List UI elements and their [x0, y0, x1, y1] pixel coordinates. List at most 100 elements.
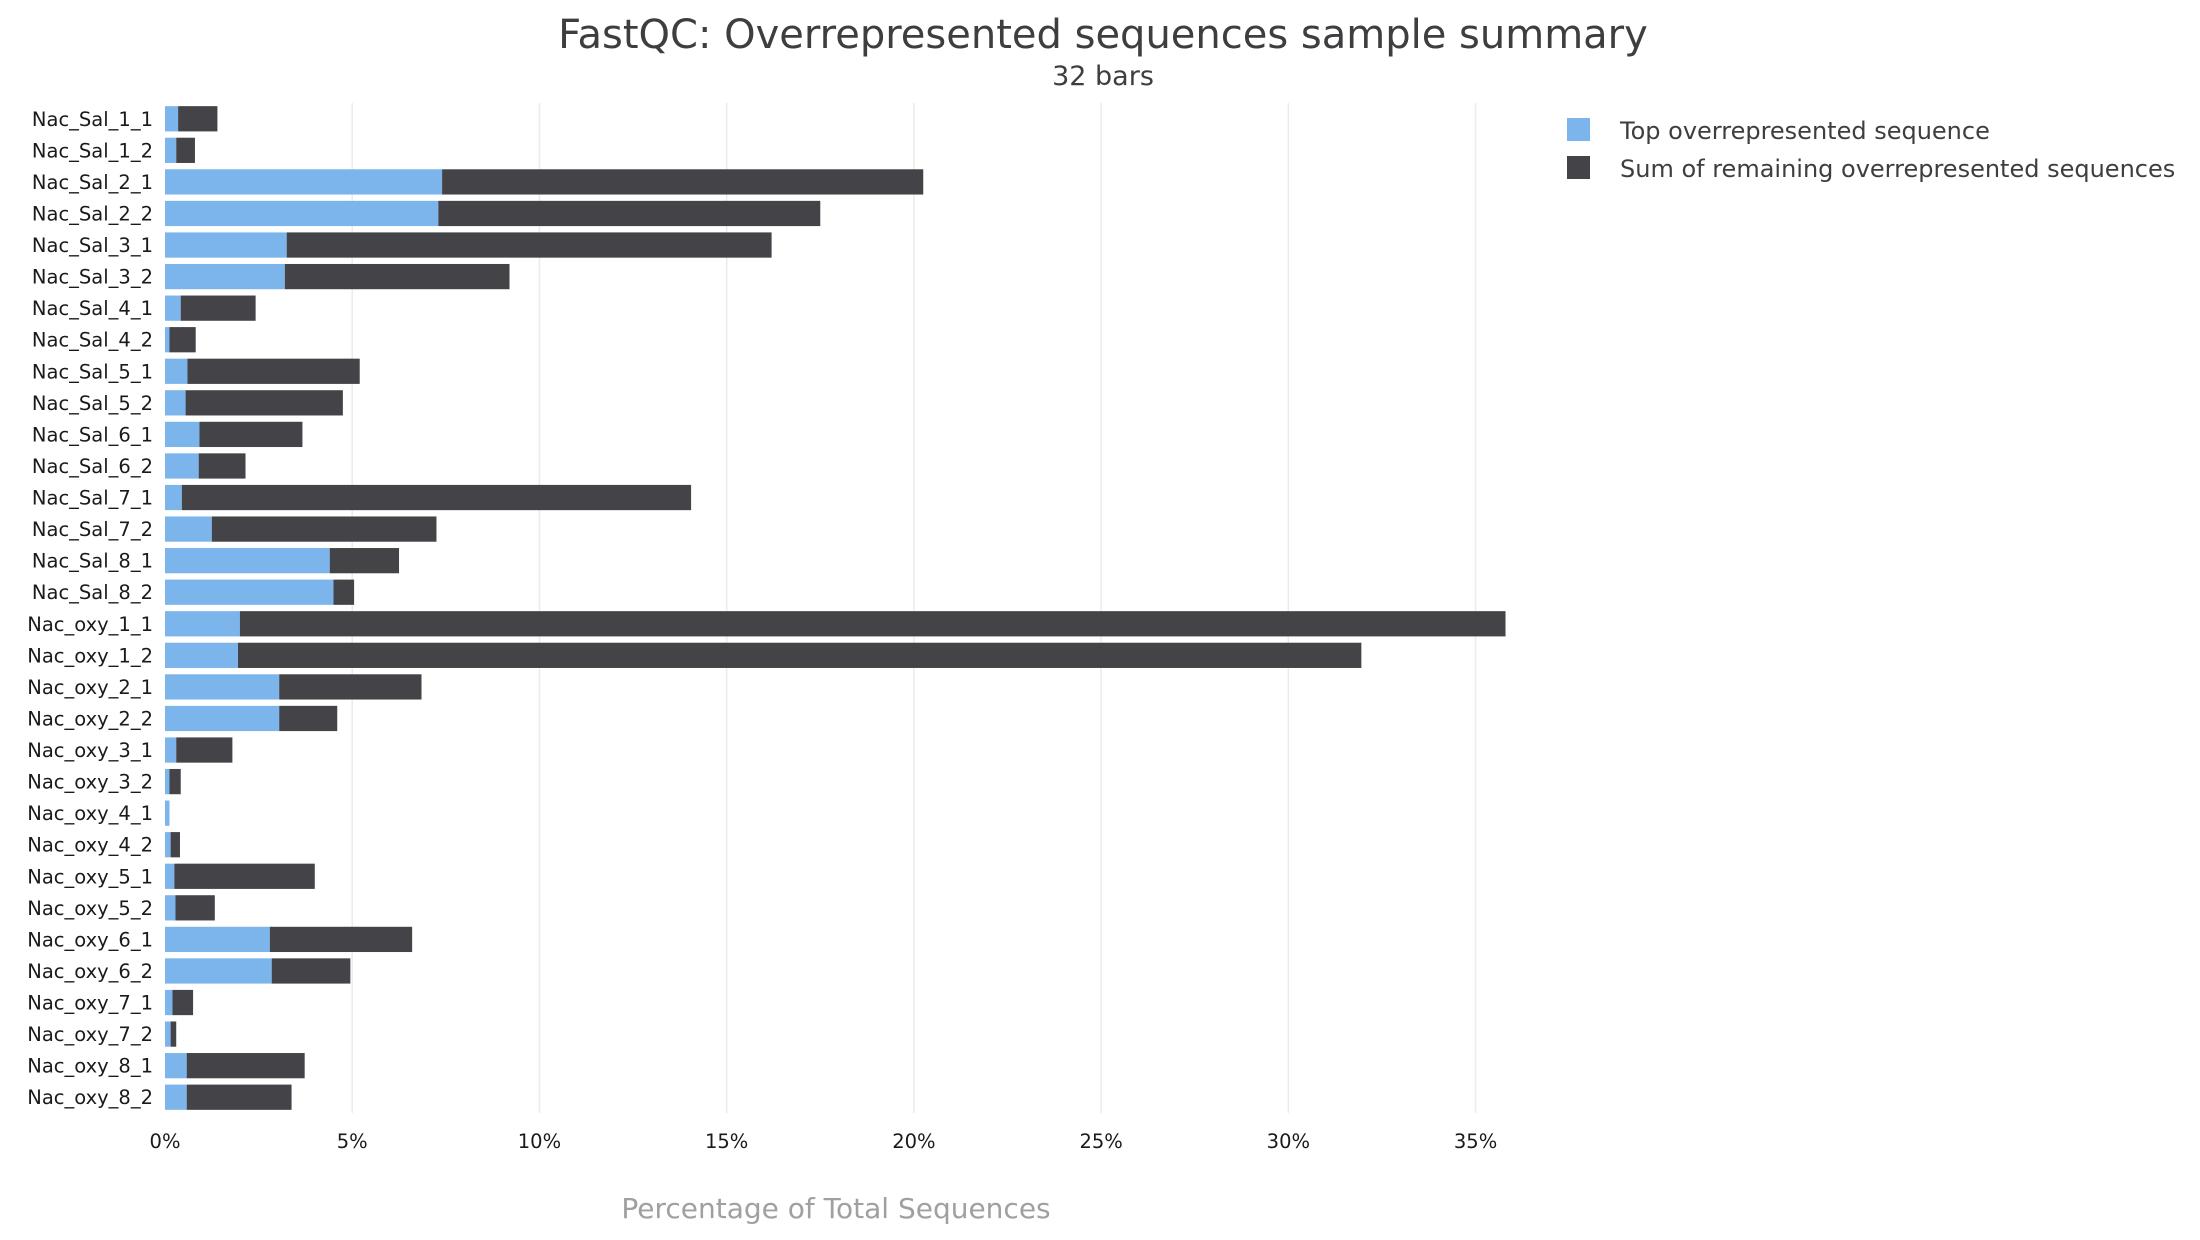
- y-tick-label: Nac_Sal_8_2: [32, 581, 153, 604]
- bar-top-sequence[interactable]: [165, 169, 443, 195]
- bar-top-sequence[interactable]: [165, 1021, 171, 1047]
- bar-top-sequence[interactable]: [165, 1053, 187, 1079]
- bar-top-sequence[interactable]: [165, 768, 170, 795]
- bar-top-sequence[interactable]: [165, 453, 199, 479]
- bar-remaining-sequences[interactable]: [180, 295, 256, 321]
- x-tick-label: 15%: [705, 1130, 748, 1153]
- bar-top-sequence[interactable]: [165, 358, 188, 384]
- bar-remaining-sequences[interactable]: [269, 926, 413, 953]
- bar-top-sequence[interactable]: [165, 295, 181, 321]
- bar-remaining-sequences[interactable]: [172, 989, 194, 1016]
- bar-top-sequence[interactable]: [165, 926, 270, 953]
- bar-remaining-sequences[interactable]: [286, 232, 772, 258]
- y-tick-label: Nac_oxy_8_2: [27, 1086, 153, 1109]
- y-tick-label: Nac_Sal_2_2: [32, 202, 153, 225]
- bar-top-sequence[interactable]: [165, 737, 177, 763]
- bar-top-sequence[interactable]: [165, 263, 285, 290]
- legend-label[interactable]: Top overrepresented sequence: [1619, 117, 1990, 145]
- bar-top-sequence[interactable]: [165, 863, 175, 889]
- bar-remaining-sequences[interactable]: [333, 579, 355, 605]
- bar-remaining-sequences[interactable]: [198, 453, 246, 479]
- y-tick-label: Nac_oxy_4_2: [27, 834, 153, 857]
- x-axis-label: Percentage of Total Sequences: [621, 1192, 1050, 1225]
- y-tick-label: Nac_Sal_6_1: [32, 423, 153, 446]
- bar-remaining-sequences[interactable]: [238, 642, 1362, 668]
- bar-remaining-sequences[interactable]: [442, 169, 924, 195]
- bar-remaining-sequences[interactable]: [169, 768, 181, 795]
- bar-top-sequence[interactable]: [165, 832, 171, 858]
- y-tick-label: Nac_Sal_6_2: [32, 455, 153, 478]
- y-tick-label: Nac_oxy_6_1: [27, 928, 153, 951]
- bar-remaining-sequences[interactable]: [176, 737, 233, 763]
- bar-top-sequence[interactable]: [165, 106, 179, 132]
- bar-top-sequence[interactable]: [165, 200, 439, 227]
- bar-top-sequence[interactable]: [165, 516, 212, 542]
- legend-swatch[interactable]: [1567, 156, 1590, 179]
- x-tick-label: 5%: [337, 1130, 368, 1153]
- bar-remaining-sequences[interactable]: [174, 863, 315, 889]
- bar-top-sequence[interactable]: [165, 137, 177, 163]
- x-tick-label: 0%: [150, 1130, 181, 1153]
- y-tick-label: Nac_Sal_4_1: [32, 297, 153, 320]
- y-tick-label: Nac_oxy_3_1: [27, 739, 153, 762]
- bar-remaining-sequences[interactable]: [169, 327, 196, 353]
- y-tick-label: Nac_oxy_3_2: [27, 771, 153, 794]
- bars: [165, 106, 1506, 1110]
- y-tick-label: Nac_Sal_7_2: [32, 518, 153, 541]
- bar-remaining-sequences[interactable]: [185, 390, 343, 416]
- bar-remaining-sequences[interactable]: [211, 516, 437, 542]
- legend-swatch[interactable]: [1567, 118, 1590, 141]
- bar-remaining-sequences[interactable]: [181, 484, 692, 511]
- bar-top-sequence[interactable]: [165, 232, 287, 258]
- y-tick-label: Nac_oxy_8_1: [27, 1055, 153, 1078]
- x-axis-ticks: 0% 5% 10% 15% 20% 25% 30% 35%: [150, 1130, 1498, 1153]
- legend-label[interactable]: Sum of remaining overrepresented sequenc…: [1620, 155, 2175, 183]
- bar-remaining-sequences[interactable]: [239, 611, 1506, 637]
- bar-top-sequence[interactable]: [165, 989, 173, 1016]
- x-tick-label: 30%: [1267, 1130, 1310, 1153]
- bar-top-sequence[interactable]: [165, 390, 186, 416]
- y-tick-label: Nac_oxy_2_1: [27, 676, 153, 699]
- bar-remaining-sequences[interactable]: [170, 832, 180, 858]
- bar-remaining-sequences[interactable]: [175, 895, 215, 921]
- bar-remaining-sequences[interactable]: [176, 137, 195, 163]
- y-tick-label: Nac_oxy_1_1: [27, 613, 153, 636]
- bar-remaining-sequences[interactable]: [329, 548, 400, 574]
- bar-remaining-sequences[interactable]: [178, 106, 218, 132]
- grid: [351, 103, 1477, 1113]
- bar-remaining-sequences[interactable]: [279, 705, 338, 732]
- bar-top-sequence[interactable]: [165, 421, 200, 448]
- bar-remaining-sequences[interactable]: [199, 421, 303, 448]
- y-tick-label: Nac_Sal_2_1: [32, 171, 153, 194]
- bar-remaining-sequences[interactable]: [279, 674, 422, 700]
- bar-remaining-sequences[interactable]: [187, 358, 360, 384]
- y-tick-label: Nac_oxy_2_2: [27, 707, 153, 730]
- bar-top-sequence[interactable]: [165, 579, 334, 605]
- bar-top-sequence[interactable]: [165, 958, 272, 984]
- bar-remaining-sequences[interactable]: [284, 263, 510, 290]
- bar-top-sequence[interactable]: [165, 895, 176, 921]
- bar-top-sequence[interactable]: [165, 705, 280, 732]
- y-tick-label: Nac_oxy_5_1: [27, 865, 153, 888]
- bar-top-sequence[interactable]: [165, 327, 170, 353]
- bar-top-sequence[interactable]: [165, 548, 330, 574]
- bar-top-sequence[interactable]: [165, 1084, 187, 1110]
- y-tick-label: Nac_Sal_3_1: [32, 234, 153, 257]
- y-tick-label: Nac_Sal_5_2: [32, 392, 153, 415]
- bar-top-sequence[interactable]: [165, 642, 239, 668]
- y-tick-label: Nac_Sal_4_2: [32, 329, 153, 352]
- bar-remaining-sequences[interactable]: [186, 1053, 305, 1079]
- y-tick-label: Nac_Sal_3_2: [32, 266, 153, 289]
- bar-top-sequence[interactable]: [165, 674, 280, 700]
- bar-remaining-sequences[interactable]: [186, 1084, 292, 1110]
- bar-remaining-sequences[interactable]: [170, 1021, 177, 1047]
- bar-top-sequence[interactable]: [165, 800, 170, 826]
- x-tick-label: 35%: [1454, 1130, 1497, 1153]
- bar-top-sequence[interactable]: [165, 611, 240, 637]
- bar-top-sequence[interactable]: [165, 484, 182, 511]
- bar-remaining-sequences[interactable]: [271, 958, 351, 984]
- bar-remaining-sequences[interactable]: [438, 200, 821, 227]
- y-tick-label: Nac_oxy_5_2: [27, 897, 153, 920]
